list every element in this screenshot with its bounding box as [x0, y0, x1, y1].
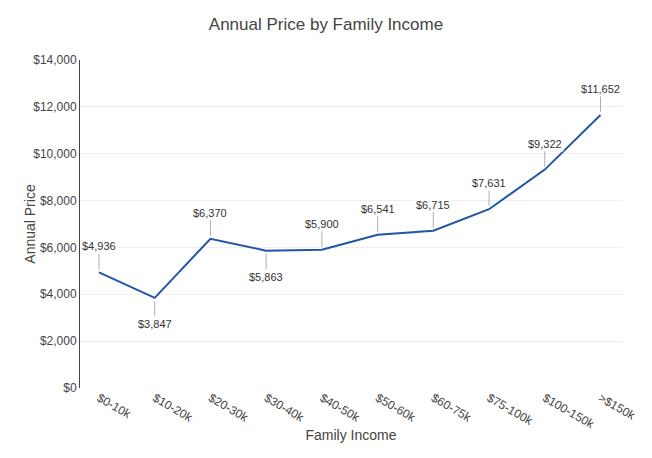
svg-text:$9,322: $9,322 — [528, 138, 562, 150]
svg-text:$11,652: $11,652 — [581, 83, 620, 95]
svg-text:$14,000: $14,000 — [33, 53, 77, 67]
svg-text:$4,000: $4,000 — [40, 287, 77, 301]
svg-text:Annual Price: Annual Price — [22, 184, 38, 264]
svg-text:$5,863: $5,863 — [249, 271, 283, 283]
svg-text:$20-30k: $20-30k — [206, 391, 251, 425]
svg-text:$12,000: $12,000 — [33, 100, 77, 114]
svg-text:$6,370: $6,370 — [193, 207, 227, 219]
svg-text:$3,847: $3,847 — [138, 318, 172, 330]
svg-text:$40-50k: $40-50k — [317, 391, 362, 425]
svg-text:$2,000: $2,000 — [40, 334, 77, 348]
svg-text:$7,631: $7,631 — [472, 177, 506, 189]
svg-text:$6,541: $6,541 — [361, 203, 395, 215]
svg-text:$6,715: $6,715 — [416, 199, 450, 211]
svg-text:$100-150k: $100-150k — [540, 391, 597, 432]
svg-text:$30-40k: $30-40k — [262, 391, 307, 425]
svg-text:$0-10k: $0-10k — [95, 391, 135, 422]
svg-text:$50-60k: $50-60k — [373, 391, 418, 425]
svg-text:Family Income: Family Income — [305, 427, 396, 443]
svg-text:Annual Price by Family Income: Annual Price by Family Income — [209, 15, 443, 34]
svg-text:>$150k: >$150k — [596, 391, 638, 423]
svg-text:$10-20k: $10-20k — [150, 391, 195, 425]
svg-text:$0: $0 — [63, 381, 77, 395]
svg-text:$6,000: $6,000 — [40, 241, 77, 255]
svg-text:$75-100k: $75-100k — [485, 391, 536, 429]
svg-text:$10,000: $10,000 — [33, 147, 77, 161]
svg-text:$60-75k: $60-75k — [429, 391, 474, 425]
svg-text:$8,000: $8,000 — [40, 194, 77, 208]
svg-text:$5,900: $5,900 — [305, 218, 339, 230]
svg-text:$4,936: $4,936 — [82, 240, 116, 252]
